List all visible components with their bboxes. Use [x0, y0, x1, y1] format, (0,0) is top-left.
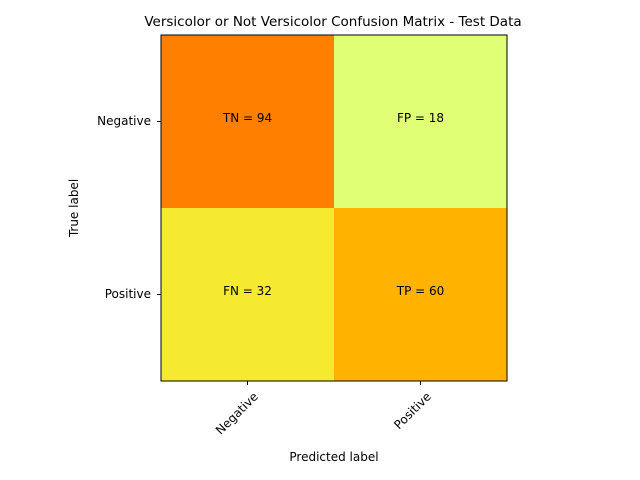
- heatmap-cell-r0-c0: [161, 35, 334, 208]
- heatmap-cells: [161, 35, 507, 381]
- heatmap-cell-labels: TN = 94 FP = 18 FN = 32 TP = 60: [222, 111, 444, 298]
- cell-label-r1-c1: TP = 60: [396, 284, 445, 298]
- heatmap-cell-r1-c1: [334, 208, 507, 381]
- cell-label-r0-c0: TN = 94: [222, 111, 272, 125]
- cell-label-r1-c0: FN = 32: [223, 284, 272, 298]
- chart-title: Versicolor or Not Versicolor Confusion M…: [144, 14, 521, 30]
- cell-label-r0-c1: FP = 18: [397, 111, 444, 125]
- y-tick-label: Positive: [105, 287, 151, 301]
- heatmap-cell-r1-c0: [161, 208, 334, 381]
- x-axis-label: Predicted label: [289, 450, 378, 464]
- y-axis-ticks: Negative Positive: [97, 114, 161, 301]
- y-axis-label: True label: [67, 179, 81, 238]
- plot-frame: [160, 34, 508, 382]
- y-tick-label: Negative: [97, 114, 151, 128]
- heatmap-cell-r0-c1: [334, 35, 507, 208]
